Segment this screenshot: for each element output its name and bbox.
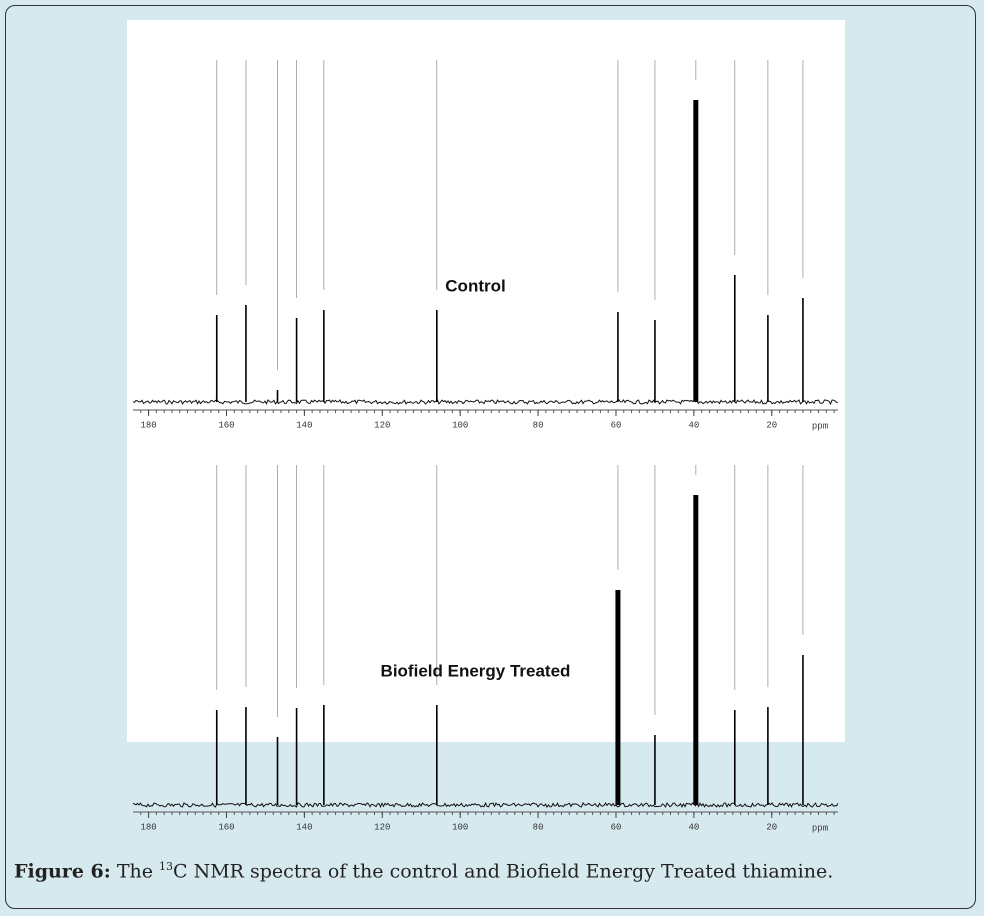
x-tick-label: 60 [611, 420, 622, 430]
x-tick-label: 20 [766, 822, 777, 832]
x-tick-label: 40 [688, 822, 699, 832]
caption-text: C NMR spectra of the control and Biofiel… [173, 860, 834, 883]
caption-sup: 13 [159, 860, 174, 873]
x-tick-label: 100 [452, 822, 468, 832]
caption-label: Figure 6: [14, 860, 111, 883]
x-axis-label: ppm [812, 421, 828, 431]
x-tick-label: 100 [452, 420, 468, 430]
spectrum-label: Biofield Energy Treated [381, 661, 571, 680]
caption-pre: The [116, 860, 153, 883]
x-tick-label: 180 [140, 420, 156, 430]
caption: Figure 6: The 13C NMR spectra of the con… [14, 860, 833, 882]
x-tick-label: 20 [766, 420, 777, 430]
x-tick-label: 60 [611, 822, 622, 832]
x-tick-label: 160 [218, 420, 234, 430]
x-tick-label: 140 [296, 420, 312, 430]
x-axis-label: ppm [812, 823, 828, 833]
spectrum-label: Control [445, 276, 505, 295]
x-tick-label: 120 [374, 420, 390, 430]
x-tick-label: 40 [688, 420, 699, 430]
baseline-noise [132, 801, 839, 809]
x-tick-label: 80 [533, 420, 544, 430]
figure-background [127, 20, 845, 742]
figure-frame [5, 5, 976, 909]
x-tick-label: 180 [140, 822, 156, 832]
x-tick-label: 140 [296, 822, 312, 832]
x-tick-label: 120 [374, 822, 390, 832]
x-tick-label: 80 [533, 822, 544, 832]
x-tick-label: 160 [218, 822, 234, 832]
baseline-noise [132, 399, 839, 406]
